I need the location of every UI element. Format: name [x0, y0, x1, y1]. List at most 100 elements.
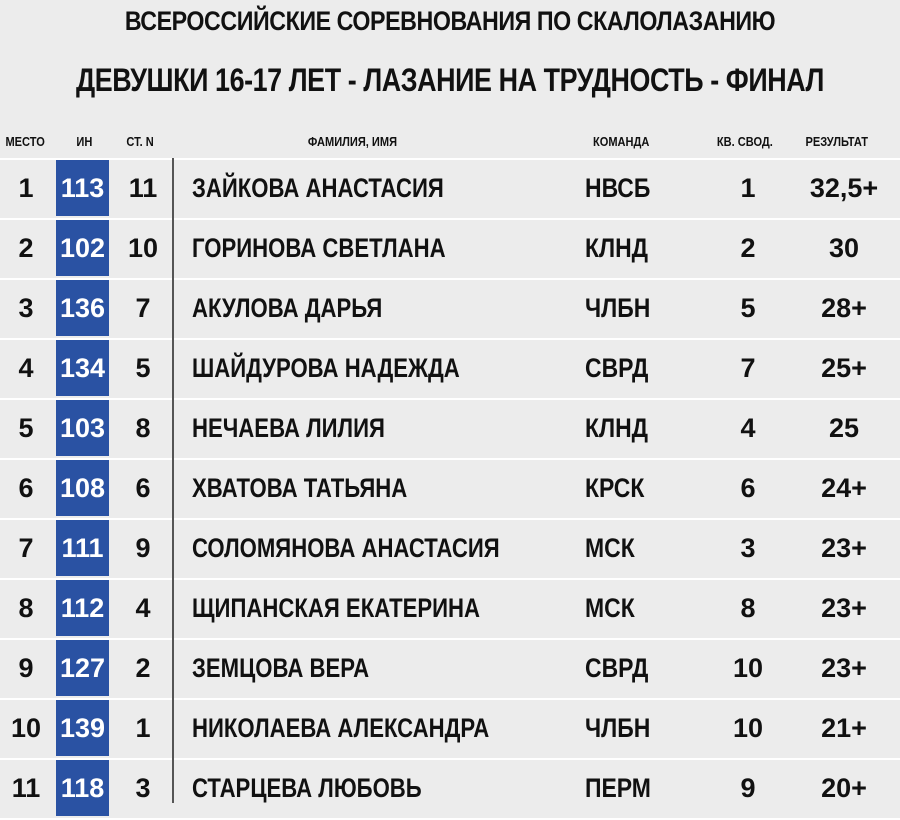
header-bib: ИН	[76, 134, 93, 149]
qual-cell: 7	[740, 353, 756, 383]
place-cell: 7	[18, 533, 34, 563]
bib-cell: 127	[56, 640, 109, 696]
bib-cell: 112	[56, 580, 109, 636]
team-cell: ЧЛБН	[585, 713, 651, 743]
team-cell: ПЕРМ	[585, 773, 651, 803]
table-row: 9 127 2 ЗЕМЦОВА ВЕРА СВРД 10 23+	[0, 638, 900, 698]
qual-cell: 5	[740, 293, 756, 323]
start-cell: 1	[135, 713, 151, 743]
team-cell: ЧЛБН	[585, 293, 651, 323]
team-cell: КЛНД	[585, 233, 649, 263]
result-cell: 21+	[821, 713, 867, 743]
column-headers: МЕСТО ИН СТ. N ФАМИЛИЯ, ИМЯ КОМАНДА КВ. …	[0, 130, 900, 156]
header-qual: КВ. СВОД.	[716, 134, 773, 149]
qual-cell: 4	[740, 413, 756, 443]
start-cell: 5	[135, 353, 151, 383]
bib-cell: 139	[56, 700, 109, 756]
bib-cell: 102	[56, 220, 109, 276]
team-cell: МСК	[585, 533, 635, 563]
result-cell: 32,5+	[809, 173, 879, 203]
bib-cell: 103	[56, 400, 109, 456]
table-row: 8 112 4 ЩИПАНСКАЯ ЕКАТЕРИНА МСК 8 23+	[0, 578, 900, 638]
header-start: СТ. N	[126, 134, 154, 149]
bib-cell: 134	[56, 340, 109, 396]
qual-cell: 9	[740, 773, 756, 803]
name-cell: АКУЛОВА ДАРЬЯ	[192, 293, 383, 323]
qual-cell: 10	[732, 653, 764, 683]
team-cell: НВСБ	[585, 173, 651, 203]
bib-cell: 111	[56, 520, 109, 576]
team-cell: СВРД	[585, 353, 649, 383]
result-cell: 30	[828, 233, 860, 263]
results-table: 1 113 11 ЗАЙКОВА АНАСТАСИЯ НВСБ 1 32,5+ …	[0, 158, 900, 820]
qual-cell: 10	[732, 713, 764, 743]
bib-cell: 108	[56, 460, 109, 516]
start-cell: 7	[135, 293, 151, 323]
place-cell: 3	[18, 293, 34, 323]
header-place: МЕСТО	[5, 134, 45, 149]
team-cell: КРСК	[585, 473, 645, 503]
bib-cell: 113	[56, 160, 109, 216]
bib-cell: 118	[56, 760, 109, 816]
header-team: КОМАНДА	[592, 134, 650, 149]
name-cell: НИКОЛАЕВА АЛЕКСАНДРА	[192, 713, 490, 743]
place-cell: 5	[18, 413, 34, 443]
start-cell: 4	[135, 593, 151, 623]
qual-cell: 2	[740, 233, 756, 263]
name-cell: ЗАЙКОВА АНАСТАСИЯ	[192, 173, 444, 203]
competition-title: ВСЕРОССИЙСКИЕ СОРЕВНОВАНИЯ ПО СКАЛОЛАЗАН…	[124, 6, 776, 36]
table-row: 3 136 7 АКУЛОВА ДАРЬЯ ЧЛБН 5 28+	[0, 278, 900, 338]
result-cell: 23+	[821, 593, 867, 623]
place-cell: 11	[11, 773, 41, 803]
start-cell: 9	[135, 533, 151, 563]
name-cell: ХВАТОВА ТАТЬЯНА	[192, 473, 408, 503]
table-row: 10 139 1 НИКОЛАЕВА АЛЕКСАНДРА ЧЛБН 10 21…	[0, 698, 900, 758]
name-cell: СТАРЦЕВА ЛЮБОВЬ	[192, 773, 422, 803]
column-divider	[172, 158, 174, 803]
team-cell: СВРД	[585, 653, 649, 683]
result-cell: 28+	[821, 293, 867, 323]
start-cell: 2	[135, 653, 151, 683]
team-cell: МСК	[585, 593, 635, 623]
table-row: 1 113 11 ЗАЙКОВА АНАСТАСИЯ НВСБ 1 32,5+	[0, 158, 900, 218]
name-cell: ШАЙДУРОВА НАДЕЖДА	[192, 353, 460, 383]
table-row: 11 118 3 СТАРЦЕВА ЛЮБОВЬ ПЕРМ 9 20+	[0, 758, 900, 820]
place-cell: 6	[18, 473, 34, 503]
team-cell: КЛНД	[585, 413, 649, 443]
qual-cell: 6	[740, 473, 756, 503]
table-row: 7 111 9 СОЛОМЯНОВА АНАСТАСИЯ МСК 3 23+	[0, 518, 900, 578]
header-name: ФАМИЛИЯ, ИМЯ	[307, 134, 398, 149]
result-cell: 24+	[821, 473, 867, 503]
qual-cell: 8	[740, 593, 756, 623]
result-cell: 23+	[821, 653, 867, 683]
place-cell: 10	[10, 713, 42, 743]
bib-cell: 136	[56, 280, 109, 336]
header-result: РЕЗУЛЬТАТ	[805, 134, 869, 149]
table-row: 4 134 5 ШАЙДУРОВА НАДЕЖДА СВРД 7 25+	[0, 338, 900, 398]
table-row: 5 103 8 НЕЧАЕВА ЛИЛИЯ КЛНД 4 25	[0, 398, 900, 458]
name-cell: ГОРИНОВА СВЕТЛАНА	[192, 233, 446, 263]
start-cell: 8	[135, 413, 151, 443]
table-row: 6 108 6 ХВАТОВА ТАТЬЯНА КРСК 6 24+	[0, 458, 900, 518]
result-cell: 25+	[821, 353, 867, 383]
start-cell: 6	[135, 473, 151, 503]
result-cell: 23+	[821, 533, 867, 563]
place-cell: 2	[18, 233, 34, 263]
results-page: ВСЕРОССИЙСКИЕ СОРЕВНОВАНИЯ ПО СКАЛОЛАЗАН…	[0, 6, 900, 820]
category-title: ДЕВУШКИ 16-17 ЛЕТ - ЛАЗАНИЕ НА ТРУДНОСТЬ…	[76, 62, 824, 98]
name-cell: НЕЧАЕВА ЛИЛИЯ	[192, 413, 385, 443]
qual-cell: 1	[740, 173, 756, 203]
place-cell: 8	[18, 593, 34, 623]
start-cell: 10	[127, 233, 159, 263]
place-cell: 9	[18, 653, 34, 683]
start-cell: 11	[128, 173, 158, 203]
qual-cell: 3	[740, 533, 756, 563]
start-cell: 3	[135, 773, 151, 803]
result-cell: 25	[828, 413, 860, 443]
table-row: 2 102 10 ГОРИНОВА СВЕТЛАНА КЛНД 2 30	[0, 218, 900, 278]
place-cell: 4	[18, 353, 34, 383]
result-cell: 20+	[821, 773, 867, 803]
name-cell: СОЛОМЯНОВА АНАСТАСИЯ	[192, 533, 500, 563]
place-cell: 1	[18, 173, 34, 203]
name-cell: ЗЕМЦОВА ВЕРА	[192, 653, 370, 683]
